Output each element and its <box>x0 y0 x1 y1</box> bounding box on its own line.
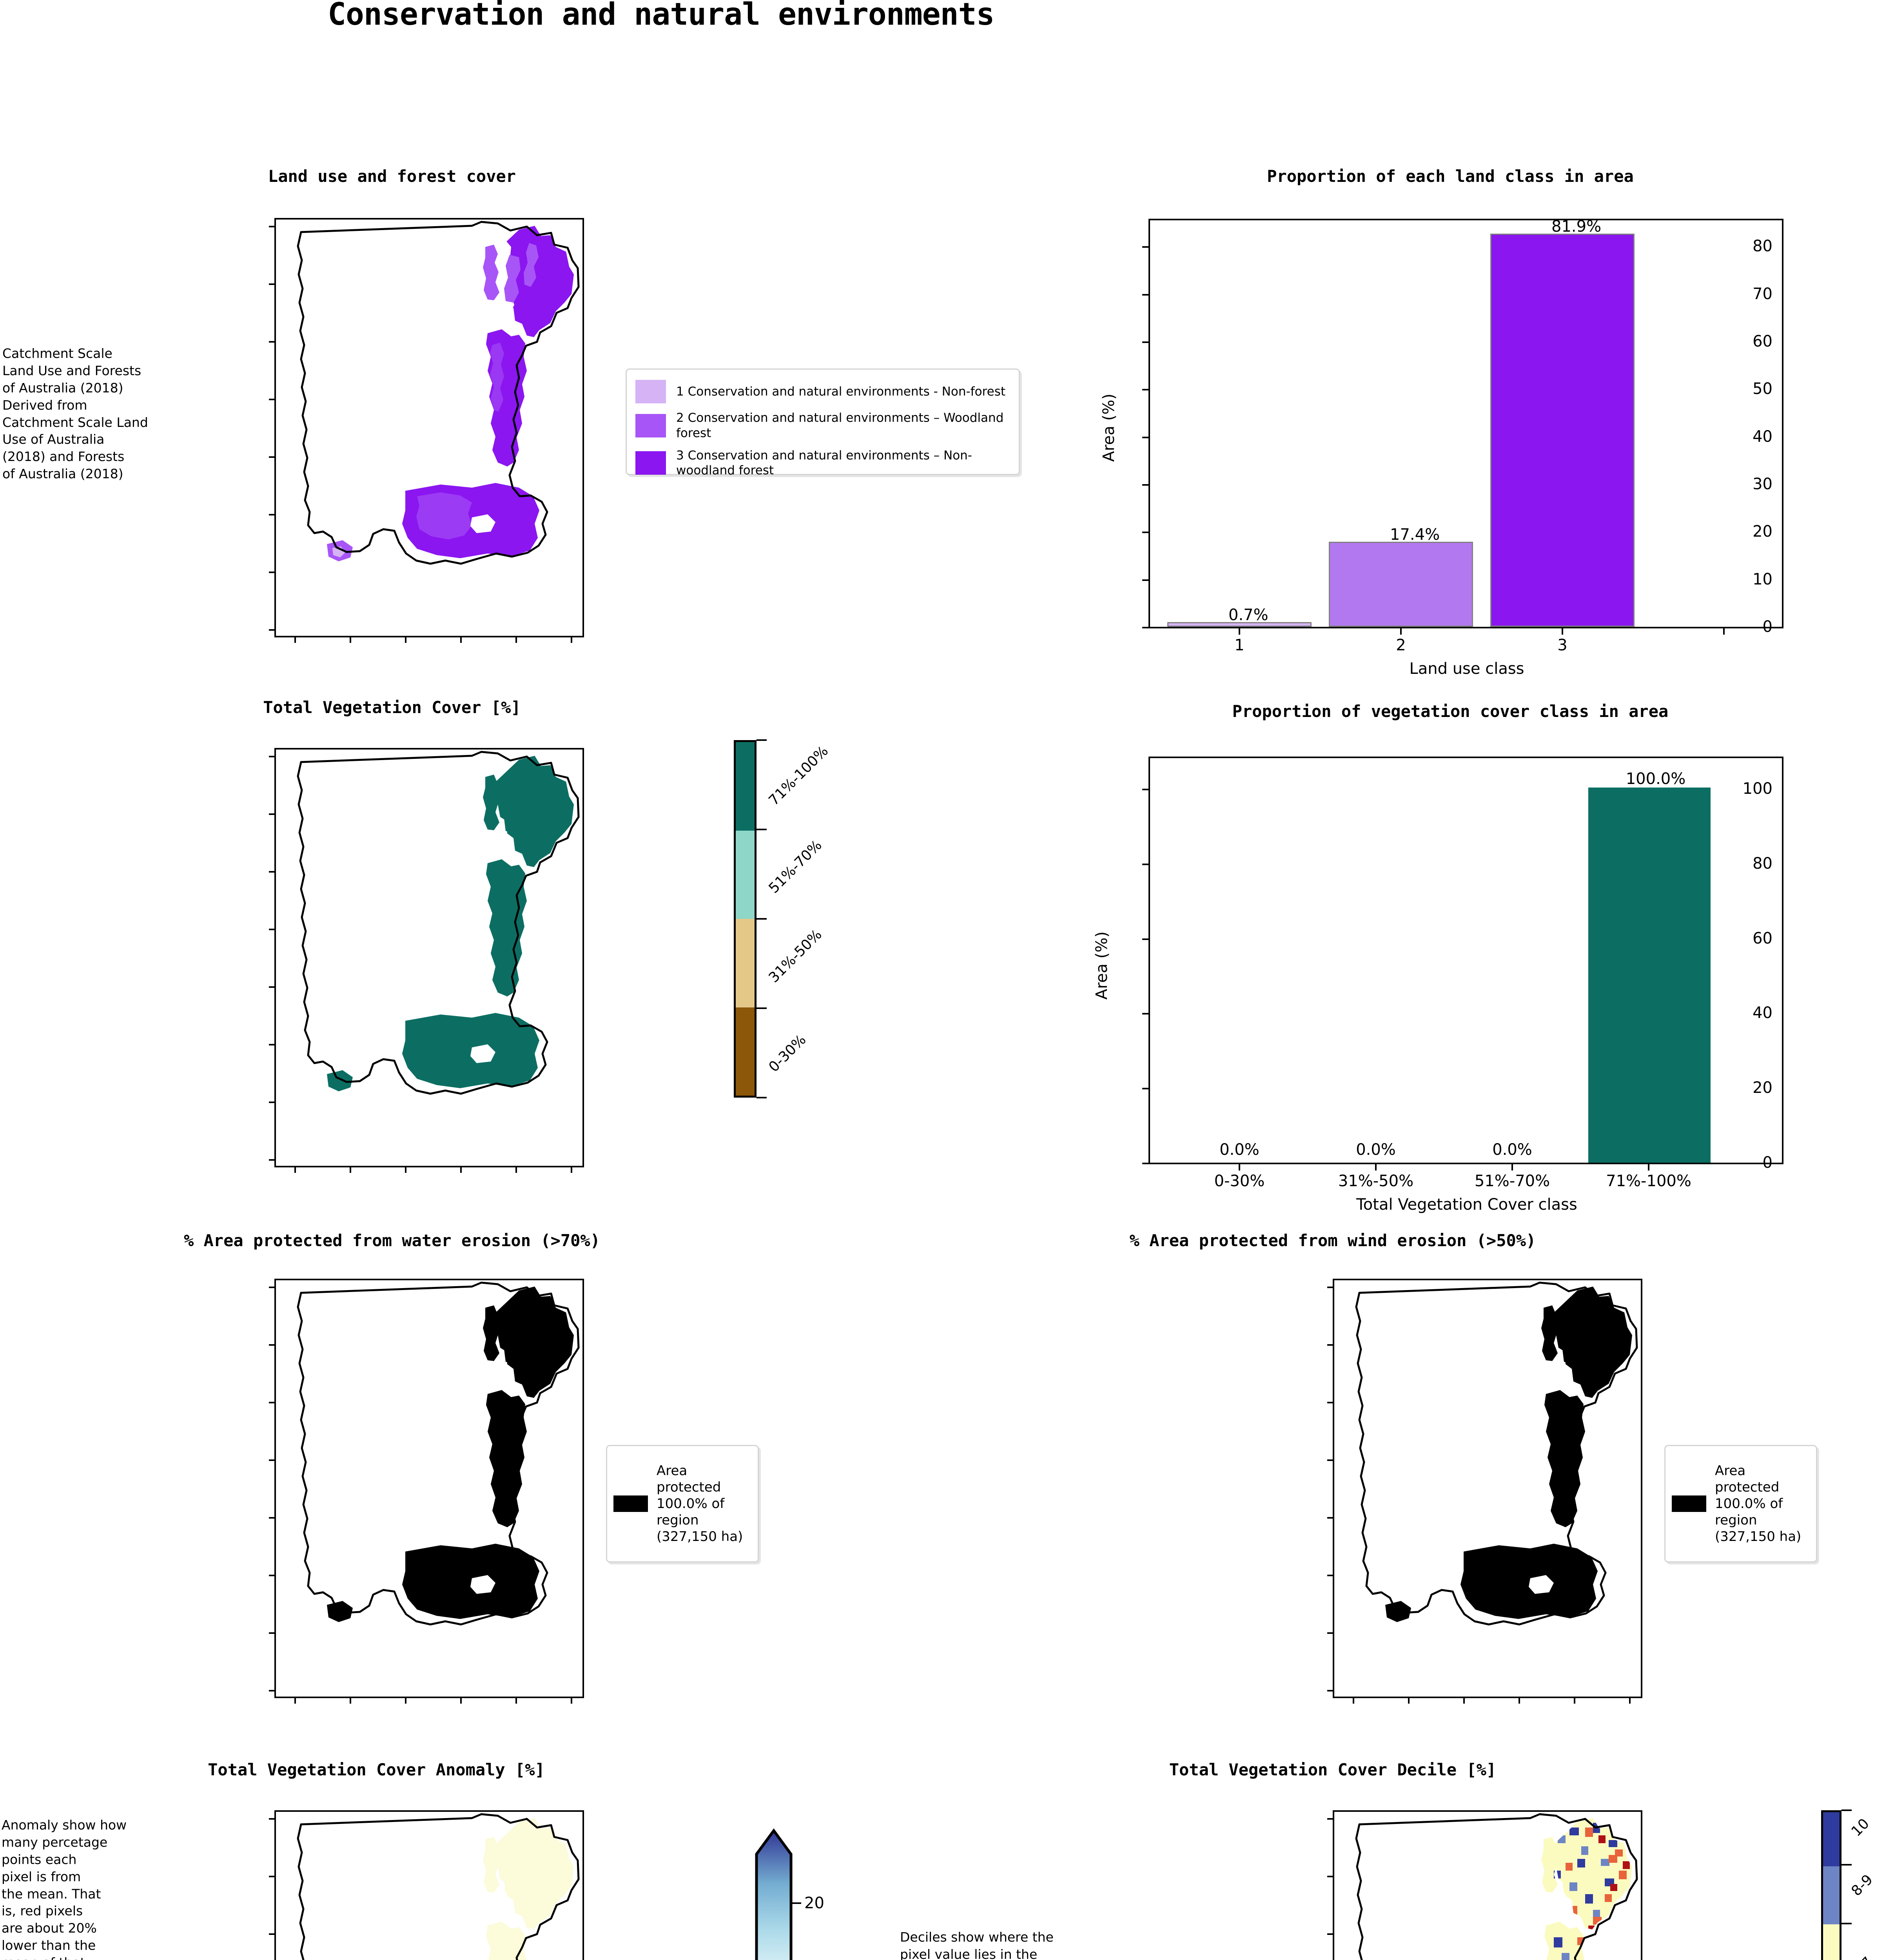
legend-label-area-protected: Area protected 100.0% of region (327,150… <box>1715 1463 1802 1545</box>
y-axis-label: Area (%) <box>1100 394 1118 462</box>
y-axis-label: Area (%) <box>1093 931 1111 1000</box>
legend-swatch-class3 <box>635 451 666 475</box>
legend-item: 3 Conservation and natural environments … <box>635 448 1010 479</box>
land-use-map-graphic <box>297 221 580 565</box>
vegclass-chart-title: Proportion of vegetation cover class in … <box>1232 702 1669 721</box>
colorbar-band-0-30 <box>736 1007 755 1096</box>
x-axis-label: Land use class <box>1409 660 1524 678</box>
water-erosion-map-graphic <box>297 1281 580 1626</box>
legend-label-class3: 3 Conservation and natural environments … <box>676 448 972 478</box>
legend-swatch-area-protected <box>1672 1495 1706 1512</box>
ytick-label: 70 <box>1753 285 1773 303</box>
vegclass-bar-chart: 0 20 40 60 80 100 0.0% 0.0% 0.0% 100.0% … <box>1093 757 1783 1214</box>
legend-swatch-area-protected <box>613 1495 648 1512</box>
ytick-label: 30 <box>1753 475 1773 493</box>
legend-label-area-protected: Area protected 100.0% of region (327,150… <box>657 1463 743 1545</box>
decile-map-graphic <box>1355 1813 1638 1960</box>
decile-map <box>1327 1810 1642 1960</box>
land-use-source-note: Catchment Scale Land Use and Forests of … <box>2 346 148 482</box>
legend-label-class2: 2 Conservation and natural environments … <box>676 411 1004 440</box>
land-use-legend: 1 Conservation and natural environments … <box>626 368 1020 477</box>
ytick-label: 60 <box>1753 929 1773 947</box>
ytick-label: 20 <box>1753 1079 1773 1097</box>
decile-map-title: Total Vegetation Cover Decile [%] <box>1169 1760 1497 1779</box>
ytick-label: 40 <box>1753 428 1773 446</box>
ytick-label: 0 <box>1762 618 1773 636</box>
x-axis-label: Total Vegetation Cover class <box>1356 1196 1577 1214</box>
decile-note: Deciles show where the pixel value lies … <box>900 1929 1054 1960</box>
bar-label-51-70: 0.0% <box>1492 1141 1532 1159</box>
colorbar-label-51-70: 51%-70% <box>766 837 825 897</box>
xtick-label: 71%-100% <box>1606 1172 1691 1190</box>
xtick-label: 0-30% <box>1214 1172 1265 1190</box>
bar-label-class-1: 0.7% <box>1228 606 1268 624</box>
xtick-label: 2 <box>1396 636 1406 654</box>
colorbar-label-31-50: 31%-50% <box>766 926 825 986</box>
bar-label-0-30: 0.0% <box>1219 1141 1259 1159</box>
decile-label-10: 10 <box>1848 1815 1872 1840</box>
ytick-label: 0 <box>1762 1154 1773 1172</box>
veg-cover-map-title: Total Vegetation Cover [%] <box>263 698 521 717</box>
veg-cover-map-graphic <box>297 751 580 1095</box>
legend-item: 2 Conservation and natural environments … <box>635 410 1010 441</box>
ytick-label: 20 <box>1753 523 1773 541</box>
ytick-label: 80 <box>1753 855 1773 873</box>
ytick-label: 10 <box>1753 570 1773 588</box>
colorbar-label-0-30: 0-30% <box>766 1032 809 1075</box>
colorbar-band-71-100 <box>736 742 755 831</box>
water-erosion-map-title: % Area protected from water erosion (>70… <box>183 1231 601 1250</box>
decile-colorbar <box>1821 1810 1841 1960</box>
water-erosion-map <box>269 1279 584 1704</box>
decile-label-4-7: 4-7 <box>1849 1954 1876 1960</box>
bar-class-3 <box>1490 234 1635 627</box>
landclass-bar-chart: 0 10 20 30 40 50 60 70 80 0.7% 17.4% 81.… <box>1100 218 1783 678</box>
land-use-map <box>269 218 584 643</box>
ytick-label: 40 <box>1753 1004 1773 1022</box>
bar-class-2 <box>1329 542 1473 627</box>
ytick-label: 60 <box>1753 332 1773 350</box>
bar-71-100 <box>1588 788 1711 1163</box>
anomaly-note: Anomaly show how many percetage points e… <box>2 1817 127 1960</box>
anomaly-map-title: Total Vegetation Cover Anomaly [%] <box>208 1760 545 1779</box>
xtick-label: 3 <box>1557 636 1568 654</box>
anomaly-map <box>269 1810 584 1960</box>
veg-cover-map <box>269 748 584 1173</box>
legend-label-class1: 1 Conservation and natural environments … <box>676 384 1005 399</box>
wind-erosion-map-graphic <box>1355 1281 1638 1626</box>
bar-label-class-3: 81.9% <box>1551 218 1602 236</box>
anomaly-colorbar <box>755 1828 793 1960</box>
bar-class-1 <box>1167 622 1312 627</box>
bar-label-31-50: 0.0% <box>1356 1141 1396 1159</box>
decile-band-4-7 <box>1823 1924 1840 1960</box>
legend-swatch-class2 <box>635 414 666 437</box>
anomaly-tick-20: 20 <box>804 1894 824 1912</box>
decile-label-8-9: 8-9 <box>1848 1871 1876 1899</box>
colorbar-band-31-50 <box>736 919 755 1007</box>
legend-swatch-class1 <box>635 380 666 403</box>
landclass-chart-title: Proportion of each land class in area <box>1267 167 1634 186</box>
wind-erosion-map <box>1327 1279 1642 1704</box>
colorbar-band-51-70 <box>736 830 755 919</box>
legend-item: 1 Conservation and natural environments … <box>635 380 1010 403</box>
wind-erosion-legend: Area protected 100.0% of region (327,150… <box>1664 1445 1817 1563</box>
decile-band-10 <box>1823 1812 1840 1866</box>
xtick-label: 51%-70% <box>1474 1172 1550 1190</box>
ytick-label: 50 <box>1753 380 1773 398</box>
bar-label-71-100: 100.0% <box>1626 770 1686 788</box>
xtick-label: 31%-50% <box>1338 1172 1414 1190</box>
ytick-label: 100 <box>1742 780 1773 798</box>
land-use-map-title: Land use and forest cover <box>268 167 516 186</box>
xtick-label: 1 <box>1234 636 1245 654</box>
anomaly-map-graphic <box>297 1813 580 1960</box>
wind-erosion-map-title: % Area protected from wind erosion (>50%… <box>1129 1231 1536 1250</box>
page-title: Conservation and natural environments <box>328 0 995 32</box>
veg-cover-colorbar <box>734 740 757 1098</box>
bar-label-class-2: 17.4% <box>1390 526 1440 544</box>
water-erosion-legend: Area protected 100.0% of region (327,150… <box>606 1445 759 1563</box>
decile-band-8-9 <box>1823 1866 1840 1925</box>
colorbar-label-71-100: 71%-100% <box>766 743 832 809</box>
ytick-label: 80 <box>1753 237 1773 255</box>
